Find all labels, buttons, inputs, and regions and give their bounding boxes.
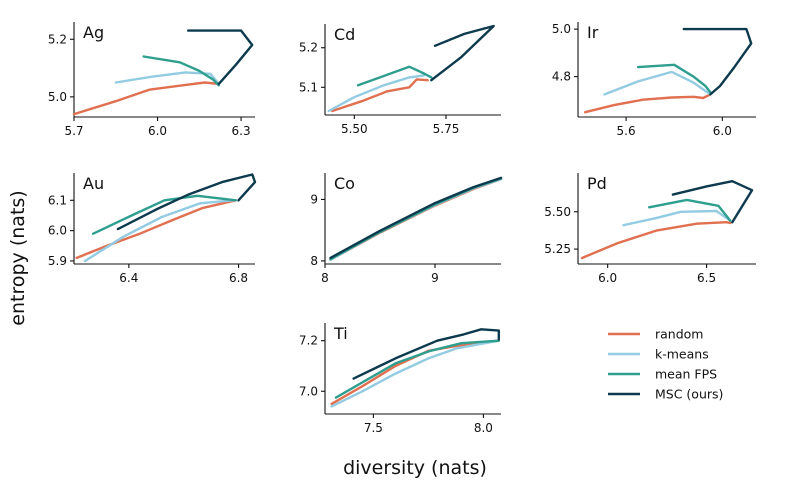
y-tick-label: 8 bbox=[310, 254, 318, 268]
legend-label: mean FPS bbox=[655, 367, 717, 382]
x-tick-label: 5.6 bbox=[617, 124, 636, 138]
x-tick-label: 5.7 bbox=[64, 124, 83, 138]
series-line-random bbox=[329, 177, 503, 261]
subplot-cd: Cd 5.50 5.75 5.1 5.2 bbox=[299, 24, 501, 136]
legend-item-kmeans: k-means bbox=[608, 347, 709, 362]
y-tick-label: 5.0 bbox=[552, 22, 571, 36]
legend: random k-means mean FPS MSC (ours) bbox=[608, 327, 723, 402]
x-tick-label: 6.0 bbox=[598, 271, 617, 285]
x-tick-label: 6.3 bbox=[232, 124, 251, 138]
y-tick-label: 7.0 bbox=[299, 384, 318, 398]
subplot-ti: Ti 7.5 8.0 7.0 7.2 bbox=[299, 323, 501, 435]
series-line-random bbox=[75, 199, 238, 260]
x-tick-label: 6.5 bbox=[697, 271, 716, 285]
y-axis-label: entropy (nats) bbox=[7, 190, 29, 325]
y-tick-label: 7.2 bbox=[299, 334, 318, 348]
series-line-random bbox=[584, 93, 712, 114]
legend-item-msc: MSC (ours) bbox=[608, 387, 723, 402]
legend-label: MSC (ours) bbox=[655, 387, 723, 402]
series-line-random bbox=[331, 78, 429, 113]
series-line-msc-ours bbox=[186, 29, 254, 86]
series-line-k-means bbox=[327, 74, 426, 113]
subplot-au: Au 6.4 6.8 5.9 6.0 6.1 bbox=[48, 173, 257, 285]
x-tick-label: 6.8 bbox=[229, 271, 248, 285]
subplot-co: Co 8 9 8 9 bbox=[310, 173, 503, 285]
x-tick-label: 8.0 bbox=[474, 421, 493, 435]
x-tick-label: 6.0 bbox=[148, 124, 167, 138]
subplot-title: Cd bbox=[334, 25, 355, 44]
y-tick-label: 6.1 bbox=[48, 193, 67, 207]
y-tick-label: 5.25 bbox=[544, 242, 571, 256]
y-tick-label: 5.0 bbox=[48, 90, 67, 104]
y-tick-label: 5.2 bbox=[299, 41, 318, 55]
series-line-mean-fps bbox=[648, 198, 732, 222]
series-line-k-means bbox=[329, 177, 503, 261]
series-line-k-means bbox=[330, 339, 500, 408]
legend-label: k-means bbox=[655, 347, 709, 362]
subplot-title: Ti bbox=[333, 324, 348, 343]
series-line-mean-fps bbox=[636, 63, 712, 94]
y-tick-label: 5.50 bbox=[544, 205, 571, 219]
series-line-mean-fps bbox=[356, 65, 433, 87]
legend-item-random: random bbox=[608, 327, 703, 342]
legend-item-fps: mean FPS bbox=[608, 367, 717, 382]
series-line-k-means bbox=[114, 71, 221, 86]
subplot-title: Co bbox=[334, 174, 355, 193]
subplot-title: Pd bbox=[587, 174, 607, 193]
series-line-mean-fps bbox=[142, 55, 221, 87]
legend-label: random bbox=[655, 327, 703, 342]
series-line-random bbox=[580, 220, 732, 260]
x-tick-label: 5.50 bbox=[341, 122, 368, 136]
subplot-ir: Ir 5.6 6.0 4.8 5.0 bbox=[552, 22, 756, 138]
y-tick-label: 5.9 bbox=[48, 254, 67, 268]
series-line-k-means bbox=[603, 70, 712, 96]
series-line-msc-ours bbox=[116, 173, 257, 231]
series-line-mean-fps bbox=[334, 339, 500, 399]
x-tick-label: 6.0 bbox=[713, 124, 732, 138]
subplot-title: Au bbox=[83, 174, 104, 193]
subplot-pd: Pd 6.0 6.5 5.25 5.50 bbox=[544, 173, 756, 285]
subplot-ag: Ag 5.7 6.0 6.3 5.0 5.2 bbox=[48, 22, 255, 138]
y-tick-label: 9 bbox=[310, 192, 318, 206]
series-line-msc-ours bbox=[329, 176, 503, 260]
series-line-msc-ours bbox=[352, 328, 500, 380]
y-tick-label: 6.0 bbox=[48, 224, 67, 238]
series-line-msc-ours bbox=[430, 24, 495, 82]
x-tick-label: 8 bbox=[321, 271, 329, 285]
series-line-msc-ours bbox=[671, 179, 754, 224]
x-axis-label: diversity (nats) bbox=[343, 457, 487, 479]
y-tick-label: 5.1 bbox=[299, 80, 318, 94]
subplot-title: Ir bbox=[587, 23, 599, 42]
x-tick-label: 5.75 bbox=[433, 122, 460, 136]
series-line-k-means bbox=[83, 199, 235, 263]
series-line-msc-ours bbox=[682, 27, 753, 96]
y-tick-label: 5.2 bbox=[48, 32, 67, 46]
subplot-title: Ag bbox=[83, 23, 104, 42]
x-tick-label: 9 bbox=[431, 271, 439, 285]
series-line-random bbox=[72, 81, 221, 116]
y-tick-label: 4.8 bbox=[552, 70, 571, 84]
series-line-k-means bbox=[622, 209, 732, 227]
subplot-grid: Ag 5.7 6.0 6.3 5.0 5.2 Cd 5.50 5.75 5.1 5.2 Ir 5.6 6.… bbox=[48, 22, 756, 435]
x-tick-label: 7.5 bbox=[364, 421, 383, 435]
x-tick-label: 6.4 bbox=[119, 271, 138, 285]
series-line-mean-fps bbox=[91, 194, 238, 235]
